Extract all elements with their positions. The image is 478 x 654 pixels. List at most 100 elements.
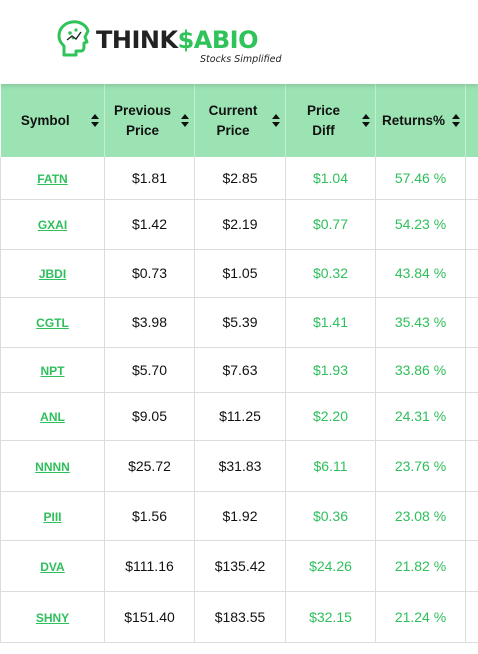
previous-price-cell-value: $1.56 bbox=[131, 507, 168, 524]
current-price-cell: $1.05 bbox=[194, 249, 286, 298]
price-diff-cell: $6.11 bbox=[285, 440, 376, 492]
table-row[interactable]: PIII $1.56 $1.92 $0.36 23.08 % bbox=[0, 491, 478, 541]
symbol-link[interactable]: PIII bbox=[43, 509, 62, 524]
symbol-link[interactable]: ANL bbox=[40, 410, 65, 424]
returns-cell-value: 33.86 % bbox=[394, 361, 447, 378]
current-price-cell-value: $1.05 bbox=[222, 265, 258, 281]
price-diff-cell: $0.36 bbox=[285, 491, 376, 541]
returns-cell-value: 24.31 % bbox=[394, 408, 447, 424]
overflow-cell bbox=[465, 491, 478, 541]
current-price-cell: $7.63 bbox=[194, 347, 286, 393]
returns-cell-value: 54.23 % bbox=[394, 216, 447, 232]
symbol-cell: JBDI bbox=[0, 249, 105, 298]
previous-price-cell: $25.72 bbox=[104, 440, 195, 492]
returns-cell: 23.08 % bbox=[375, 491, 466, 541]
table-row[interactable]: DVA $111.16 $135.42 $24.26 21.82 % bbox=[0, 540, 478, 592]
table-row[interactable]: SHNY $151.40 $183.55 $32.15 21.24 % bbox=[0, 591, 478, 643]
price-diff-cell-value: $0.36 bbox=[312, 507, 349, 524]
sort-icon[interactable] bbox=[90, 114, 100, 127]
sort-icon[interactable] bbox=[361, 114, 371, 127]
price-diff-cell-value: $1.04 bbox=[312, 169, 349, 186]
previous-price-cell-value: $1.42 bbox=[131, 216, 168, 232]
current-price-cell-value: $11.25 bbox=[219, 408, 261, 424]
returns-cell-value: 43.84 % bbox=[394, 265, 447, 281]
stock-table-container[interactable]: Symbol Previous Price Current Price bbox=[0, 84, 478, 654]
price-diff-cell-value: $1.41 bbox=[312, 314, 349, 330]
current-price-cell-value: $7.63 bbox=[222, 361, 258, 378]
previous-price-cell: $1.81 bbox=[104, 157, 195, 200]
returns-cell: 21.24 % bbox=[375, 591, 466, 643]
table-row[interactable]: NPT $5.70 $7.63 $1.93 33.86 % bbox=[0, 347, 478, 393]
previous-price-cell-value: $151.40 bbox=[124, 608, 175, 625]
col-header-current-label-1: Current bbox=[208, 102, 258, 118]
returns-cell-value: 23.76 % bbox=[394, 457, 447, 474]
sort-icon[interactable] bbox=[180, 114, 190, 127]
current-price-cell: $5.39 bbox=[194, 297, 286, 348]
col-header-returns[interactable]: Returns% bbox=[375, 84, 466, 157]
price-diff-cell-value: $0.32 bbox=[312, 265, 349, 281]
symbol-link[interactable]: JBDI bbox=[38, 267, 67, 281]
previous-price-cell: $3.98 bbox=[104, 297, 195, 348]
col-header-returns-label: Returns% bbox=[381, 112, 445, 128]
symbol-link[interactable]: SHNY bbox=[35, 610, 70, 625]
symbol-link[interactable]: NPT bbox=[40, 363, 65, 378]
symbol-link[interactable]: FATN bbox=[37, 171, 68, 186]
returns-cell: 43.84 % bbox=[375, 249, 466, 298]
symbol-cell: PIII bbox=[0, 491, 105, 541]
current-price-cell-value: $31.83 bbox=[218, 457, 262, 474]
symbol-cell: FATN bbox=[0, 157, 105, 200]
overflow-cell bbox=[465, 392, 478, 441]
current-price-cell: $135.42 bbox=[194, 540, 286, 592]
symbol-link[interactable]: DVA bbox=[40, 559, 65, 574]
price-diff-cell-value: $2.20 bbox=[312, 408, 349, 424]
table-row[interactable]: FATN $1.81 $2.85 $1.04 57.46 % bbox=[0, 157, 478, 200]
table-row[interactable]: NNNN $25.72 $31.83 $6.11 23.76 % bbox=[0, 440, 478, 492]
symbol-link[interactable]: NNNN bbox=[35, 459, 70, 474]
sort-icon[interactable] bbox=[451, 114, 461, 127]
previous-price-cell: $0.73 bbox=[104, 249, 195, 298]
overflow-cell bbox=[465, 157, 478, 200]
overflow-cell bbox=[465, 540, 478, 592]
table-row[interactable]: ANL $9.05 $11.25 $2.20 24.31 % bbox=[0, 392, 478, 441]
current-price-cell-value: $2.19 bbox=[222, 216, 258, 232]
table-row[interactable]: JBDI $0.73 $1.05 $0.32 43.84 % bbox=[0, 249, 478, 298]
symbol-link[interactable]: GXAI bbox=[37, 218, 68, 232]
previous-price-cell-value: $9.05 bbox=[131, 408, 168, 424]
current-price-cell-value: $183.55 bbox=[214, 608, 266, 625]
price-diff-cell: $0.77 bbox=[285, 199, 376, 250]
returns-cell: 57.46 % bbox=[375, 157, 466, 200]
symbol-cell: NNNN bbox=[0, 440, 105, 492]
current-price-cell: $31.83 bbox=[194, 440, 286, 492]
previous-price-cell: $151.40 bbox=[104, 591, 195, 643]
symbol-link[interactable]: CGTL bbox=[36, 316, 69, 330]
current-price-cell-value: $1.92 bbox=[222, 507, 258, 524]
price-diff-cell: $24.26 bbox=[285, 540, 376, 592]
table-row[interactable]: CGTL $3.98 $5.39 $1.41 35.43 % bbox=[0, 297, 478, 348]
current-price-cell: $183.55 bbox=[194, 591, 286, 643]
current-price-cell: $2.19 bbox=[194, 199, 286, 250]
col-header-symbol[interactable]: Symbol bbox=[0, 84, 105, 157]
returns-cell-value: 21.82 % bbox=[394, 557, 447, 574]
table-row[interactable]: GXAI $1.42 $2.19 $0.77 54.23 % bbox=[0, 199, 478, 250]
previous-price-cell: $9.05 bbox=[104, 392, 195, 441]
previous-price-cell-value: $25.72 bbox=[128, 457, 171, 474]
sort-icon[interactable] bbox=[271, 114, 281, 127]
current-price-cell-value: $135.42 bbox=[214, 557, 266, 574]
previous-price-cell-value: $3.98 bbox=[131, 314, 168, 330]
col-header-previous-label-2: Price bbox=[125, 122, 160, 138]
col-header-overflow bbox=[465, 84, 478, 157]
previous-price-cell: $111.16 bbox=[104, 540, 195, 592]
col-header-current-price[interactable]: Current Price bbox=[194, 84, 286, 157]
returns-cell-value: 21.24 % bbox=[394, 608, 447, 625]
returns-cell: 24.31 % bbox=[375, 392, 466, 441]
table-body: FATN $1.81 $2.85 $1.04 57.46 % GXAI $1.42 $2.19… bbox=[0, 157, 478, 643]
head-logo-icon bbox=[57, 20, 90, 57]
price-diff-cell: $1.04 bbox=[285, 157, 376, 200]
thinksabio-logo[interactable]: THINK $ABIO Stocks Simplified bbox=[56, 19, 282, 65]
returns-cell: 21.82 % bbox=[375, 540, 466, 592]
col-header-previous-price[interactable]: Previous Price bbox=[104, 84, 195, 157]
previous-price-cell-value: $0.73 bbox=[131, 265, 168, 281]
col-header-previous-label-1: Previous bbox=[113, 102, 172, 118]
price-diff-cell: $1.93 bbox=[285, 347, 376, 393]
col-header-price-diff[interactable]: Price Diff bbox=[285, 84, 376, 157]
